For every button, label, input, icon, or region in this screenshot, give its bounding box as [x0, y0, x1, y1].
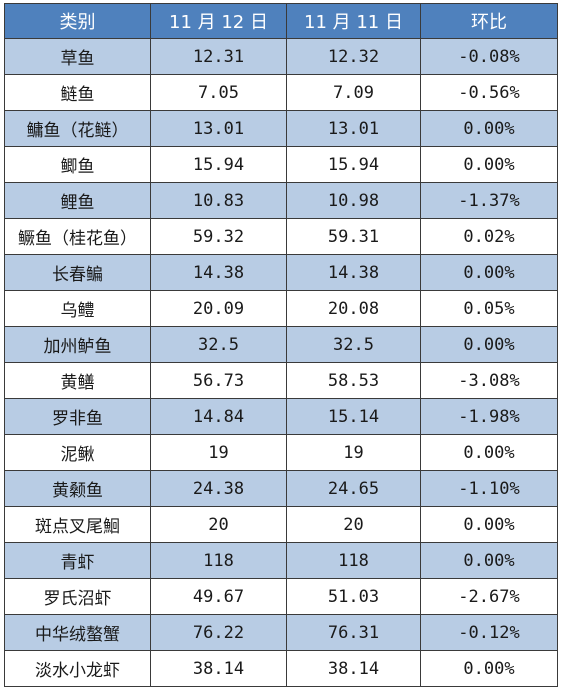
cell-nov12-price: 20: [150, 506, 287, 543]
header-nov12: 11 月 12 日: [150, 3, 287, 39]
table-row: 青虾 118 118 0.00%: [4, 542, 558, 579]
cell-nov12-price: 32.5: [150, 326, 287, 363]
table-row: 鲫鱼 15.94 15.94 0.00%: [4, 146, 558, 183]
cell-nov12-price: 12.31: [150, 38, 287, 75]
header-category: 类别: [4, 3, 151, 39]
cell-change: -0.56%: [420, 74, 558, 111]
table-row: 淡水小龙虾 38.14 38.14 0.00%: [4, 650, 558, 687]
cell-category: 加州鲈鱼: [4, 326, 151, 363]
header-change: 环比: [420, 3, 558, 39]
cell-nov12-price: 15.94: [150, 146, 287, 183]
cell-nov12-price: 7.05: [150, 74, 287, 111]
table-row: 加州鲈鱼 32.5 32.5 0.00%: [4, 326, 558, 363]
table-row: 草鱼 12.31 12.32 -0.08%: [4, 38, 558, 75]
cell-nov11-price: 20.08: [286, 290, 421, 327]
cell-change: -1.37%: [420, 182, 558, 219]
cell-category: 罗氏沼虾: [4, 578, 151, 615]
table-row: 长春鳊 14.38 14.38 0.00%: [4, 254, 558, 291]
cell-nov11-price: 118: [286, 542, 421, 579]
cell-nov11-price: 10.98: [286, 182, 421, 219]
cell-change: 0.00%: [420, 650, 558, 687]
cell-category: 淡水小龙虾: [4, 650, 151, 687]
cell-change: -1.98%: [420, 398, 558, 435]
cell-change: -1.10%: [420, 470, 558, 507]
price-table-container: 类别 11 月 12 日 11 月 11 日 环比 草鱼 12.31 12.32 -0…: [4, 3, 558, 687]
table-row: 罗氏沼虾 49.67 51.03 -2.67%: [4, 578, 558, 615]
cell-nov11-price: 19: [286, 434, 421, 471]
cell-nov12-price: 76.22: [150, 614, 287, 651]
cell-category: 鳙鱼（花鲢）: [4, 110, 151, 147]
cell-change: 0.00%: [420, 326, 558, 363]
cell-nov11-price: 24.65: [286, 470, 421, 507]
cell-nov11-price: 15.94: [286, 146, 421, 183]
table-row: 黄鳝 56.73 58.53 -3.08%: [4, 362, 558, 399]
cell-change: 0.00%: [420, 146, 558, 183]
cell-nov12-price: 19: [150, 434, 287, 471]
table-row: 斑点叉尾鮰 20 20 0.00%: [4, 506, 558, 543]
cell-change: -2.67%: [420, 578, 558, 615]
cell-nov11-price: 59.31: [286, 218, 421, 255]
cell-nov11-price: 12.32: [286, 38, 421, 75]
cell-change: -0.12%: [420, 614, 558, 651]
cell-nov12-price: 13.01: [150, 110, 287, 147]
table-row: 鳜鱼（桂花鱼） 59.32 59.31 0.02%: [4, 218, 558, 255]
cell-change: 0.00%: [420, 542, 558, 579]
cell-change: 0.02%: [420, 218, 558, 255]
cell-nov12-price: 20.09: [150, 290, 287, 327]
cell-nov12-price: 118: [150, 542, 287, 579]
cell-category: 鳜鱼（桂花鱼）: [4, 218, 151, 255]
table-row: 乌鳢 20.09 20.08 0.05%: [4, 290, 558, 327]
cell-nov12-price: 14.38: [150, 254, 287, 291]
cell-category: 斑点叉尾鮰: [4, 506, 151, 543]
table-row: 中华绒螯蟹 76.22 76.31 -0.12%: [4, 614, 558, 651]
table-row: 鳙鱼（花鲢） 13.01 13.01 0.00%: [4, 110, 558, 147]
cell-nov11-price: 58.53: [286, 362, 421, 399]
cell-nov12-price: 59.32: [150, 218, 287, 255]
cell-category: 黄颡鱼: [4, 470, 151, 507]
table-row: 黄颡鱼 24.38 24.65 -1.10%: [4, 470, 558, 507]
price-table: 类别 11 月 12 日 11 月 11 日 环比 草鱼 12.31 12.32 -0…: [4, 3, 558, 687]
cell-nov12-price: 10.83: [150, 182, 287, 219]
cell-nov12-price: 24.38: [150, 470, 287, 507]
cell-nov11-price: 14.38: [286, 254, 421, 291]
cell-nov11-price: 32.5: [286, 326, 421, 363]
cell-category: 青虾: [4, 542, 151, 579]
cell-change: 0.00%: [420, 110, 558, 147]
table-header-row: 类别 11 月 12 日 11 月 11 日 环比: [4, 3, 558, 39]
cell-nov11-price: 15.14: [286, 398, 421, 435]
cell-nov11-price: 76.31: [286, 614, 421, 651]
cell-category: 鲫鱼: [4, 146, 151, 183]
cell-change: -3.08%: [420, 362, 558, 399]
cell-category: 泥鳅: [4, 434, 151, 471]
cell-nov11-price: 13.01: [286, 110, 421, 147]
cell-category: 长春鳊: [4, 254, 151, 291]
table-row: 罗非鱼 14.84 15.14 -1.98%: [4, 398, 558, 435]
table-row: 鲢鱼 7.05 7.09 -0.56%: [4, 74, 558, 111]
header-nov11: 11 月 11 日: [286, 3, 421, 39]
cell-category: 草鱼: [4, 38, 151, 75]
cell-category: 中华绒螯蟹: [4, 614, 151, 651]
cell-category: 鲢鱼: [4, 74, 151, 111]
cell-nov12-price: 56.73: [150, 362, 287, 399]
cell-change: 0.00%: [420, 506, 558, 543]
cell-nov11-price: 7.09: [286, 74, 421, 111]
cell-category: 罗非鱼: [4, 398, 151, 435]
cell-category: 黄鳝: [4, 362, 151, 399]
cell-nov12-price: 14.84: [150, 398, 287, 435]
table-row: 泥鳅 19 19 0.00%: [4, 434, 558, 471]
cell-nov11-price: 20: [286, 506, 421, 543]
cell-nov11-price: 51.03: [286, 578, 421, 615]
cell-nov11-price: 38.14: [286, 650, 421, 687]
cell-nov12-price: 49.67: [150, 578, 287, 615]
cell-change: 0.05%: [420, 290, 558, 327]
cell-change: 0.00%: [420, 254, 558, 291]
table-row: 鲤鱼 10.83 10.98 -1.37%: [4, 182, 558, 219]
table-body: 草鱼 12.31 12.32 -0.08% 鲢鱼 7.05 7.09 -0.56% 鳙鱼（花鲢）…: [4, 38, 558, 687]
cell-change: 0.00%: [420, 434, 558, 471]
cell-category: 鲤鱼: [4, 182, 151, 219]
cell-nov12-price: 38.14: [150, 650, 287, 687]
cell-change: -0.08%: [420, 38, 558, 75]
cell-category: 乌鳢: [4, 290, 151, 327]
